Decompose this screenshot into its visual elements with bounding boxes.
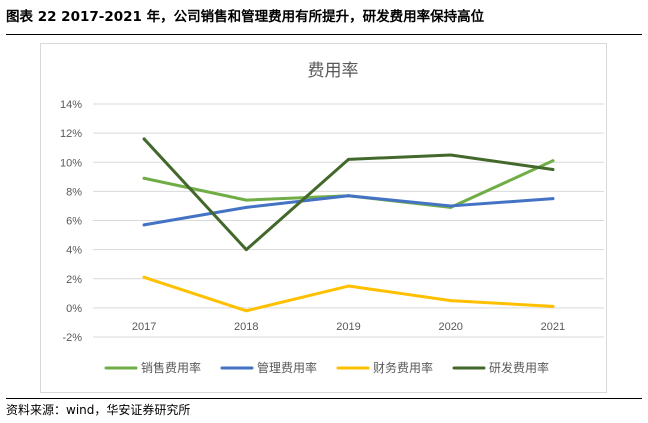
data-point	[244, 198, 248, 202]
x-tick-label: 2021	[541, 321, 565, 333]
y-tick-label: -2%	[62, 332, 82, 344]
y-tick-label: 8%	[66, 186, 82, 198]
data-point	[347, 194, 350, 198]
x-tick-label: 2019	[336, 321, 360, 333]
y-tick-label: 0%	[66, 303, 82, 315]
data-point	[551, 159, 555, 163]
data-point	[142, 223, 146, 227]
legend-label: 财务费用率	[373, 360, 433, 375]
series-line-1	[142, 159, 555, 209]
legend-label: 管理费用率	[257, 360, 317, 375]
data-point	[244, 205, 248, 209]
data-point	[449, 299, 453, 303]
chart-title: 费用率	[308, 61, 359, 81]
y-tick-label: 6%	[66, 216, 82, 228]
y-tick-label: 14%	[60, 99, 82, 111]
y-tick-label: 4%	[66, 245, 82, 257]
x-tick-label: 2020	[438, 321, 462, 333]
data-point	[449, 153, 453, 157]
y-tick-label: 12%	[60, 128, 82, 140]
data-point	[142, 275, 146, 279]
legend-label: 研发费用率	[489, 360, 549, 375]
source-divider	[6, 398, 642, 399]
y-tick-label: 2%	[66, 274, 82, 286]
x-tick-label: 2017	[132, 321, 156, 333]
data-point	[142, 137, 146, 141]
chart-frame	[40, 43, 607, 393]
legend-label: 销售费用率	[141, 360, 201, 375]
data-point	[449, 204, 453, 208]
data-point	[244, 248, 248, 252]
data-point	[142, 176, 146, 180]
series-line-3	[142, 275, 555, 313]
y-tick-label: 10%	[60, 157, 82, 169]
data-point	[551, 304, 555, 308]
figure-title: 图表 22 2017-2021 年，公司销售和管理费用有所提升，研发费用率保持高…	[6, 9, 485, 25]
x-tick-label: 2018	[234, 321, 258, 333]
data-point	[244, 309, 248, 313]
title-divider	[6, 34, 642, 35]
data-point	[347, 157, 350, 161]
data-point	[347, 284, 350, 288]
data-point	[551, 168, 555, 172]
data-point	[551, 197, 555, 201]
figure-source: 资料来源：wind，华安证券研究所	[6, 403, 191, 417]
